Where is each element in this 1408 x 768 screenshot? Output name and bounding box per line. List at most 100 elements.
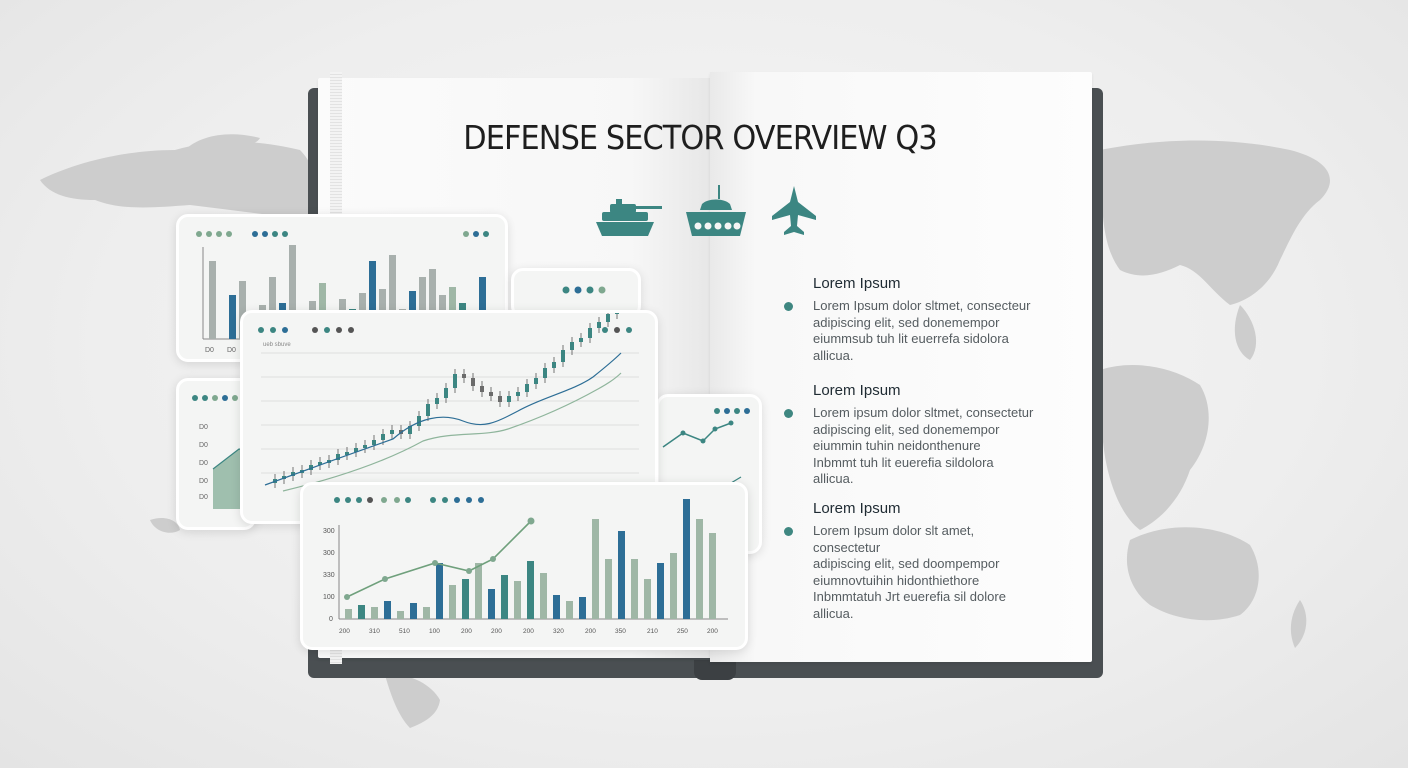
x-tick-label: 310 — [369, 628, 380, 635]
candle-body — [336, 454, 340, 460]
chart-bar — [618, 531, 625, 619]
continent-eurasia — [1100, 140, 1330, 305]
candle-body — [498, 396, 502, 402]
y-tick-label: 330 — [323, 572, 335, 579]
section-line: adipiscing elit, sed doompempor — [813, 556, 1000, 571]
candle-body — [534, 378, 538, 384]
trend-points — [344, 517, 535, 600]
chart-bar — [540, 573, 547, 619]
chart-bar — [566, 601, 573, 619]
candle-body — [309, 465, 313, 470]
trend-line — [346, 520, 532, 598]
chart-bar — [527, 561, 534, 619]
chart-bar — [410, 603, 417, 619]
section-line: Lorem ipsum dolor sltmet, consectetur — [813, 405, 1034, 420]
bullet-dot — [784, 302, 793, 311]
chart-bar — [369, 261, 376, 339]
section-line: Lorem Ipsum dolor sltmet, consecteur — [813, 298, 1031, 313]
x-tick-label: 200 — [707, 628, 718, 635]
window-dots — [258, 327, 632, 333]
y-tick-label: 0 — [329, 616, 333, 623]
section-line: Inbmmtatuh Jrt euerefia sil dolore — [813, 589, 1006, 604]
window-dots — [196, 231, 489, 237]
text-section-2: Lorem Ipsum Lorem ipsum dolor sltmet, co… — [784, 382, 1044, 488]
small-card-top — [511, 268, 641, 318]
candle-body — [345, 452, 349, 455]
continent-north-america — [40, 141, 316, 220]
chart-bar — [605, 559, 612, 619]
continent-australia — [1126, 527, 1259, 621]
chart-bar — [449, 585, 456, 619]
chart-bar — [462, 579, 469, 619]
x-tick-label: 210 — [647, 628, 658, 635]
book-right-page — [710, 72, 1092, 662]
chart-bar — [384, 601, 391, 619]
chart-bar — [592, 519, 599, 619]
continent-south-america — [385, 674, 440, 728]
chart-bar — [345, 609, 352, 619]
candle-body — [615, 313, 619, 314]
book-spine — [694, 660, 736, 680]
chart-bar — [371, 607, 378, 619]
candle-body — [444, 388, 448, 398]
chart-bar — [488, 589, 495, 619]
chart-bar — [423, 607, 430, 619]
y-tick-label: D0 — [199, 460, 208, 467]
window-dots — [334, 497, 484, 503]
chart-bar — [709, 533, 716, 619]
candle-body — [291, 472, 295, 476]
section-heading: Lorem Ipsum — [813, 382, 901, 399]
chart-bar — [479, 277, 486, 339]
page-title: DEFENSE SECTOR OVERVIEW Q3 — [463, 118, 937, 157]
chart-bar — [683, 499, 690, 619]
candle-body — [606, 314, 610, 322]
chart-bar — [696, 519, 703, 619]
section-line: Lorem Ipsum dolor slt amet, consectetur — [813, 523, 975, 555]
candle-body — [597, 322, 601, 328]
section-line: eiumnovtuihin hidonthiethore — [813, 572, 980, 588]
candle-body — [471, 378, 475, 386]
y-tick-label: D0 — [199, 424, 208, 431]
chart-bar — [657, 563, 664, 619]
section-line: Inbmmt tuh lit euerefia sildolora — [813, 454, 994, 470]
x-tick-label: 200 — [523, 628, 534, 635]
chart-bar — [429, 269, 436, 339]
x-tick-label: D0 — [227, 347, 236, 354]
candle-body — [426, 404, 430, 416]
line-chart-right — [662, 408, 750, 484]
candle-body — [588, 328, 592, 338]
bar-line-chart: 300 300 330 100 0 200 310 510 100 200 20… — [323, 497, 728, 635]
x-tick-label: D0 — [205, 347, 214, 354]
x-tick-label: 200 — [461, 628, 472, 635]
candle-body — [381, 434, 385, 440]
section-line: adipiscing elit, sed donemempor — [813, 421, 1000, 437]
chart-bar — [553, 595, 560, 619]
candle-body — [363, 445, 367, 448]
candle-body — [525, 384, 529, 392]
y-tick-label: D0 — [199, 478, 208, 485]
small-card-dots — [562, 286, 606, 294]
chart-bar — [670, 553, 677, 619]
chart-bar — [358, 605, 365, 619]
candle-body — [354, 448, 358, 452]
section-line: eiummsub tuh lit euerrefa sidolora — [813, 331, 1009, 346]
text-section-1: Lorem Ipsum Lorem Ipsum dolor sltmet, co… — [784, 275, 1044, 364]
chart-bar — [389, 255, 396, 339]
section-line: allicua. — [813, 605, 854, 621]
candle-body — [552, 362, 556, 368]
chart-bar — [289, 245, 296, 339]
bar-line-chart-card: 300 300 330 100 0 200 310 510 100 200 20… — [300, 482, 748, 650]
x-tick-label: 100 — [429, 628, 440, 635]
armored-vehicle-icon — [686, 185, 746, 236]
chart-bar — [436, 563, 443, 619]
chart-bar — [397, 611, 404, 619]
bullet-dot — [784, 409, 793, 418]
icon-row — [596, 185, 816, 236]
y-tick-label: 300 — [323, 550, 335, 557]
candle-body — [489, 392, 493, 396]
chart-bar — [579, 597, 586, 619]
candle-body — [570, 342, 574, 350]
chart-bar — [644, 579, 651, 619]
y-tick-label: D0 — [199, 494, 208, 501]
